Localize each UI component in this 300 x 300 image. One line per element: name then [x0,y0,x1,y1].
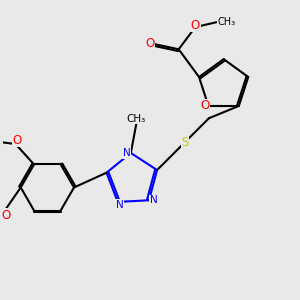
Text: S: S [181,136,188,149]
Text: N: N [149,195,157,205]
Text: N: N [122,148,130,158]
Text: O: O [1,209,10,222]
Text: O: O [191,19,200,32]
Text: O: O [200,99,209,112]
Text: O: O [145,37,154,50]
Text: CH₃: CH₃ [127,114,146,124]
Text: O: O [13,134,22,147]
Text: N: N [116,200,124,210]
Text: CH₃: CH₃ [218,16,236,26]
